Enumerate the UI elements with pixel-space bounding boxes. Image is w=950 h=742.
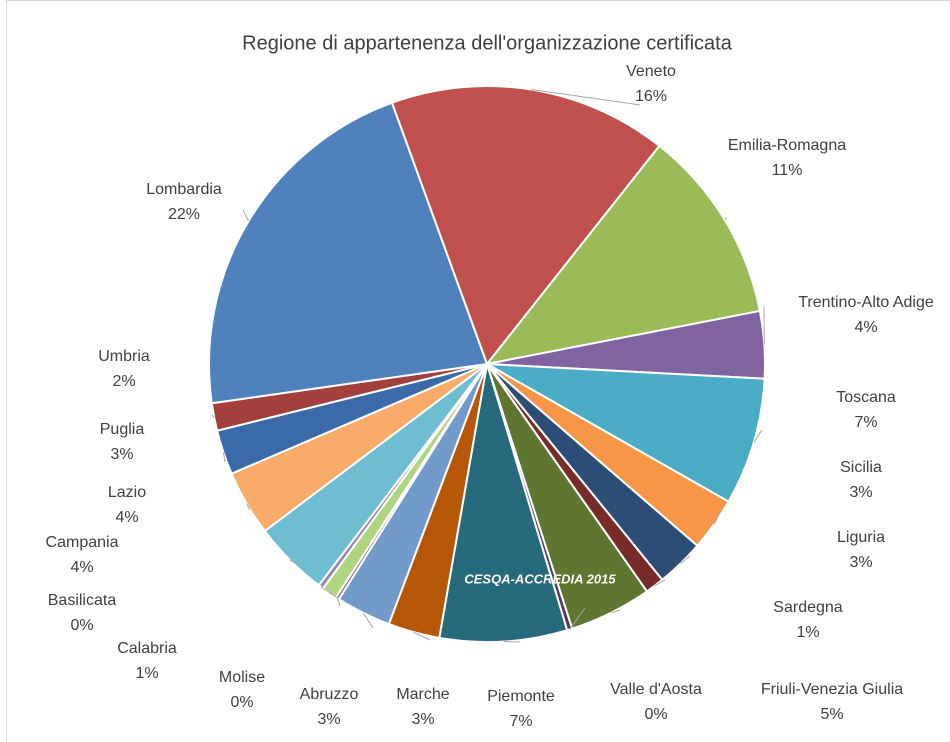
- leader-line: [320, 586, 333, 595]
- leader-line: [242, 209, 250, 222]
- data-label-name: Puglia: [100, 421, 145, 438]
- data-label-name: Molise: [219, 669, 265, 686]
- pie-slice: [438, 363, 569, 643]
- leader-line: [211, 414, 215, 418]
- chart-title: Regione di appartenenza dell'organizzazi…: [242, 32, 733, 54]
- data-label-value: 0%: [644, 706, 667, 723]
- pie-slice: [484, 144, 762, 366]
- data-label-value: 3%: [849, 484, 872, 501]
- leader-line: [680, 555, 691, 564]
- pie: [208, 85, 766, 643]
- leader-line: [654, 579, 666, 587]
- leader-line: [724, 217, 728, 220]
- data-label-name: Liguria: [837, 529, 885, 546]
- data-label-value: 4%: [70, 559, 93, 576]
- data-label-name: Umbria: [98, 348, 150, 365]
- data-label-value: 3%: [411, 711, 434, 728]
- data-label-value: 7%: [854, 414, 877, 431]
- leader-line: [569, 607, 586, 630]
- data-label-name: Sardegna: [773, 599, 842, 616]
- data-label-name: Lombardia: [146, 181, 222, 198]
- leader-line: [222, 452, 226, 463]
- data-label-value: 1%: [796, 624, 819, 641]
- leader-line: [753, 429, 763, 443]
- leader-line: [531, 89, 641, 106]
- data-label-value: 22%: [168, 206, 200, 223]
- watermark: CESQA-ACCREDIA 2015: [464, 571, 616, 586]
- data-label-name: Piemonte: [487, 688, 555, 705]
- leader-line: [413, 631, 431, 641]
- data-label-name: Friuli-Venezia Giulia: [761, 681, 903, 698]
- leader-line: [336, 598, 341, 607]
- leader-line: [503, 640, 521, 643]
- data-label-value: 4%: [854, 319, 877, 336]
- data-label-name: Calabria: [117, 640, 177, 657]
- data-label-name: Basilicata: [48, 592, 117, 609]
- leader-line: [362, 612, 374, 629]
- data-label-name: Sicilia: [840, 459, 882, 476]
- leader-line: [289, 559, 301, 567]
- data-label-value: 0%: [70, 617, 93, 634]
- leader-line: [245, 503, 251, 511]
- data-label-name: Emilia-Romagna: [728, 137, 846, 154]
- data-label-value: 2%: [112, 373, 135, 390]
- data-label-name: Campania: [46, 534, 119, 551]
- leader-line: [713, 511, 721, 525]
- data-label-value: 11%: [772, 162, 803, 179]
- data-label-value: 3%: [110, 446, 133, 463]
- data-label-value: 1%: [135, 665, 158, 682]
- pie-slice: [390, 85, 661, 367]
- data-label-name: Toscana: [836, 389, 896, 406]
- leader-line: [610, 609, 621, 614]
- data-label-value: 7%: [509, 713, 532, 730]
- data-label-value: 0%: [230, 694, 253, 711]
- data-label-value: 5%: [820, 706, 843, 723]
- data-label-name: Veneto: [626, 63, 676, 80]
- data-label-name: Trentino-Alto Adige: [798, 294, 934, 311]
- data-label-value: 16%: [635, 88, 667, 105]
- data-label-name: Marche: [396, 686, 449, 703]
- data-label-name: Valle d'Aosta: [610, 681, 702, 698]
- data-label-name: Abruzzo: [300, 686, 359, 703]
- data-label-name: Lazio: [108, 484, 146, 501]
- data-label-value: 3%: [849, 554, 872, 571]
- data-label-value: 4%: [115, 509, 138, 526]
- data-label-value: 3%: [317, 711, 340, 728]
